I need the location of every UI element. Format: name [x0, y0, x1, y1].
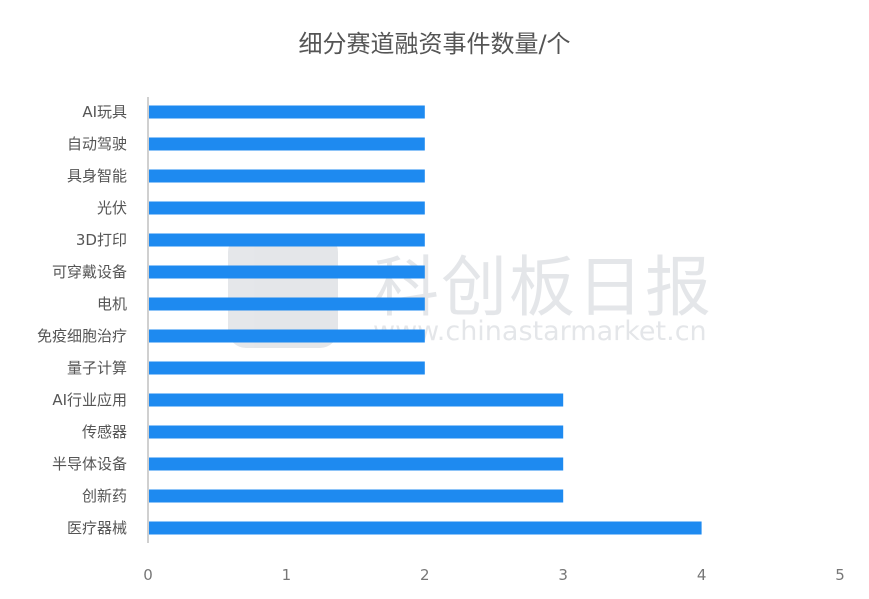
- bar: [149, 521, 702, 535]
- bar: [149, 457, 564, 471]
- bar: [149, 425, 564, 439]
- category-label: 量子计算: [67, 359, 127, 377]
- category-label: 自动驾驶: [67, 135, 127, 153]
- bar: [149, 489, 564, 503]
- bar: [149, 233, 425, 247]
- bar: [149, 265, 425, 279]
- bar: [149, 201, 425, 215]
- x-tick-label: 3: [558, 566, 568, 584]
- category-label: 传感器: [82, 423, 127, 441]
- bar: [149, 361, 425, 375]
- x-tick-label: 4: [697, 566, 707, 584]
- bar: [149, 297, 425, 311]
- category-label: 具身智能: [67, 167, 127, 185]
- chart-title: 细分赛道融资事件数量/个: [298, 30, 571, 58]
- category-label: 半导体设备: [52, 455, 127, 473]
- x-tick-label: 2: [420, 566, 430, 584]
- category-label: AI行业应用: [52, 391, 127, 409]
- x-tick-label: 0: [143, 566, 153, 584]
- category-label: 光伏: [97, 199, 127, 217]
- bar: [149, 105, 425, 119]
- category-label: 创新药: [82, 487, 127, 505]
- bar: [149, 329, 425, 343]
- category-label: AI玩具: [82, 103, 127, 121]
- category-label: 医疗器械: [67, 519, 127, 537]
- category-label: 电机: [97, 295, 127, 313]
- x-tick-label: 1: [282, 566, 292, 584]
- bar: [149, 393, 564, 407]
- bar: [149, 137, 425, 151]
- category-label: 3D打印: [76, 231, 127, 249]
- bar: [149, 169, 425, 183]
- category-label: 可穿戴设备: [52, 263, 127, 281]
- category-label: 免疫细胞治疗: [37, 327, 127, 345]
- x-tick-label: 5: [835, 566, 845, 584]
